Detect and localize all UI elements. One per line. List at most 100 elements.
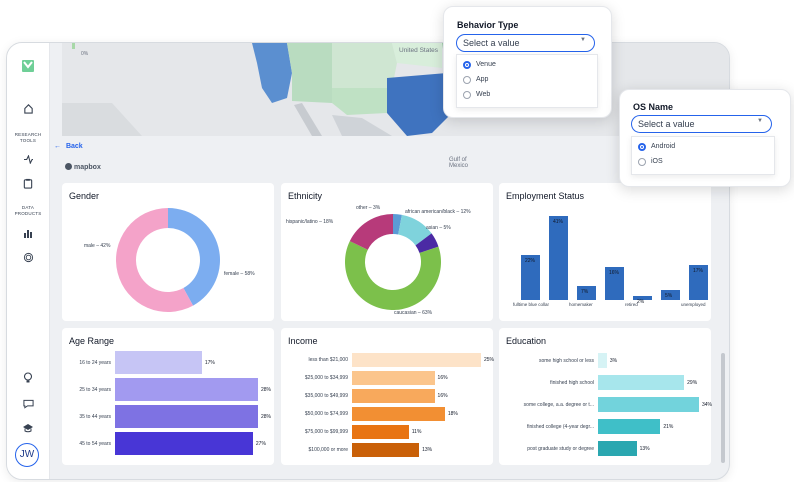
education-bar[interactable]	[598, 419, 661, 434]
os-name-placeholder: Select a value	[638, 119, 695, 129]
age-bar[interactable]	[115, 405, 258, 428]
income-bar[interactable]	[352, 407, 445, 421]
age-bar[interactable]	[115, 378, 258, 401]
pulse-icon[interactable]	[7, 151, 49, 169]
arrow-left-icon: ←	[54, 143, 61, 150]
income-bar[interactable]	[352, 353, 481, 367]
ethnicity-card: Ethnicity other – 3% african american/bl…	[281, 183, 493, 321]
ethnicity-label-asian: asian – 5%	[426, 225, 451, 231]
chevron-down-icon: ▼	[757, 118, 763, 124]
education-value-label: 13%	[639, 445, 650, 452]
education-category-label: finished college (4-year degr...	[527, 423, 594, 430]
chat-icon[interactable]	[7, 396, 49, 414]
employment-category-label: unemployed	[681, 302, 706, 307]
education-category-label: finished high school	[550, 379, 594, 386]
age-bar[interactable]	[115, 432, 253, 455]
employment-title: Employment Status	[506, 191, 585, 201]
ethnicity-label-hispanic: hispanic/latino – 18%	[286, 219, 334, 225]
age-title: Age Range	[69, 336, 115, 346]
employment-bar[interactable]	[521, 255, 540, 300]
back-link[interactable]: ← Back	[54, 143, 83, 150]
income-value-label: 18%	[447, 411, 458, 417]
ethnicity-label-other: other – 3%	[356, 205, 381, 211]
ethnicity-slice-3[interactable]	[345, 241, 441, 310]
employment-value-label: 7%	[581, 288, 589, 295]
employment-bar[interactable]	[577, 285, 596, 300]
behavior-option-label: Venue	[476, 61, 496, 68]
income-bar[interactable]	[352, 371, 435, 385]
ethnicity-slice-0[interactable]	[393, 214, 402, 235]
os-option-label: Android	[651, 143, 676, 150]
income-bar[interactable]	[352, 443, 420, 457]
gender-label-female: female – 58%	[224, 271, 255, 277]
income-bar[interactable]	[352, 389, 435, 403]
employment-card: Employment Status 22% fulltime blue colla…	[499, 183, 711, 321]
os-option-label: iOS	[651, 158, 663, 165]
graduation-cap-icon[interactable]	[7, 420, 49, 438]
gender-slice-0[interactable]	[168, 208, 220, 306]
os-name-options: Android iOS	[631, 136, 775, 175]
income-value-label: 25%	[484, 357, 495, 363]
gender-donut-chart	[115, 208, 220, 312]
behavior-type-select[interactable]: Select a value ▼	[456, 34, 595, 52]
age-value-label: 28%	[261, 386, 272, 393]
employment-value-label: 16%	[609, 270, 620, 277]
education-value-label: 29%	[687, 379, 698, 386]
map-view[interactable]: 0% United States Gulf of Mexico	[62, 43, 729, 136]
education-bar[interactable]	[598, 375, 685, 390]
employment-bar[interactable]	[633, 295, 652, 300]
bar-chart-icon[interactable]	[7, 225, 49, 243]
os-name-filter: OS Name Select a value ▼ Android iOS	[619, 89, 791, 187]
fingerprint-icon[interactable]	[7, 250, 49, 268]
employment-value-label: 41%	[553, 219, 564, 226]
age-bar[interactable]	[115, 351, 202, 374]
ethnicity-label-caucasian: caucasian – 63%	[394, 310, 433, 316]
user-avatar[interactable]: JW	[15, 443, 39, 467]
lightbulb-icon[interactable]	[7, 371, 49, 389]
ethnicity-slice-1[interactable]	[398, 214, 432, 246]
clipboard-icon[interactable]	[7, 176, 49, 194]
gender-label-male: male – 42%	[84, 243, 111, 249]
data-products-label: DATA PRODUCTS	[14, 205, 42, 216]
income-value-label: 13%	[422, 447, 433, 453]
education-bar-chart: some high school or less 3% finished high …	[499, 328, 712, 465]
radio-icon	[638, 158, 646, 166]
map-country-label: United States	[399, 47, 439, 54]
gender-title: Gender	[69, 191, 100, 201]
dashboard-frame: RESEARCH TOOLS DATA PRODUCTS JW	[6, 42, 730, 480]
os-name-title: OS Name	[633, 102, 674, 112]
gender-slice-1[interactable]	[115, 208, 194, 312]
education-card: Education some high school or less 3% fini…	[499, 328, 712, 465]
app-logo[interactable]	[7, 59, 49, 78]
employment-bar[interactable]	[689, 265, 708, 300]
behavior-type-title: Behavior Type	[457, 20, 519, 30]
employment-bar[interactable]	[549, 216, 568, 300]
behavior-option-label: App	[476, 76, 489, 83]
scrollbar[interactable]	[721, 353, 725, 463]
ethnicity-slice-2[interactable]	[415, 233, 439, 254]
ethnicity-slice-4[interactable]	[349, 214, 393, 250]
ethnicity-donut-chart	[345, 214, 441, 310]
home-icon[interactable]	[7, 101, 49, 119]
age-category-label: 16 to 24 years	[79, 359, 111, 366]
income-category-label: $75,000 to $99,999	[304, 429, 348, 435]
income-bar[interactable]	[352, 425, 409, 439]
age-value-label: 17%	[204, 359, 215, 366]
os-name-select[interactable]: Select a value ▼	[631, 115, 772, 133]
employment-bar[interactable]	[605, 267, 624, 300]
map-legend-value: 0%	[81, 51, 89, 57]
mapbox-logo-icon	[65, 163, 72, 170]
employment-bar-chart: 22% fulltime blue collar 41% 7% homemaker 16%…	[499, 183, 711, 321]
employment-bar[interactable]	[661, 289, 680, 300]
education-category-label: some high school or less	[538, 357, 594, 364]
education-bar[interactable]	[598, 441, 637, 456]
income-bar-chart: less than $21,000 25% $25,000 to $34,999 16…	[281, 328, 495, 465]
education-bar[interactable]	[598, 397, 699, 412]
employment-value-label: 2%	[637, 298, 645, 305]
age-value-label: 27%	[255, 440, 266, 447]
education-value-label: 21%	[663, 423, 674, 430]
education-bar[interactable]	[598, 353, 607, 368]
age-category-label: 35 to 44 years	[79, 413, 111, 420]
mapbox-attribution: mapbox	[65, 163, 101, 171]
employment-category-label: homemaker	[569, 302, 593, 307]
